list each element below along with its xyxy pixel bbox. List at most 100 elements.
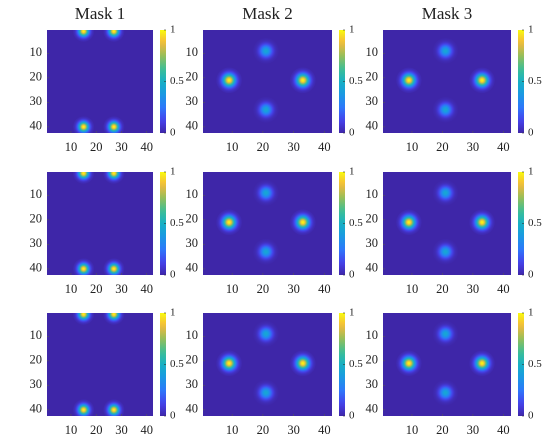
x-tick-label: 10	[226, 282, 239, 296]
y-tick-label: 40	[186, 402, 199, 416]
x-tick-label: 20	[90, 140, 103, 154]
x-tick-label: 20	[436, 282, 449, 296]
x-tick-label: 10	[65, 282, 78, 296]
heat-spot	[432, 238, 459, 265]
x-tick-label: 20	[257, 423, 270, 437]
y-tick-label: 10	[366, 45, 379, 59]
x-tick-label: 10	[226, 140, 239, 154]
plot-background	[47, 172, 153, 275]
plot-background	[47, 30, 153, 133]
heatmap-layer	[72, 313, 125, 416]
heat-spot	[432, 38, 459, 64]
y-tick-label: 10	[186, 187, 199, 201]
x-tick-label: 10	[406, 140, 419, 154]
colorbar-tick-label: 1	[349, 166, 355, 178]
heat-spot	[103, 258, 125, 275]
y-tick-label: 40	[30, 119, 43, 133]
colorbar-tick-label: 1	[528, 166, 534, 178]
x-tick-label: 30	[467, 140, 480, 154]
y-tick-label: 30	[30, 94, 43, 108]
heat-spot	[289, 350, 316, 377]
x-tick-label: 30	[287, 140, 300, 154]
colorbar-tick-label: 0	[528, 410, 534, 422]
colorbar	[160, 172, 166, 275]
y-tick-label: 40	[30, 402, 43, 416]
x-tick-label: 40	[318, 423, 331, 437]
y-tick-label: 20	[186, 353, 199, 367]
heat-spot	[396, 209, 422, 236]
y-tick-label: 20	[30, 353, 43, 367]
colorbar-tick-label: 1	[528, 24, 534, 36]
x-tick-label: 30	[115, 423, 128, 437]
x-tick-label: 10	[406, 282, 419, 296]
y-tick-label: 10	[186, 45, 199, 59]
x-tick-label: 40	[318, 140, 331, 154]
heatmap-layer	[396, 180, 495, 265]
colorbar-tick-label: 1	[170, 307, 176, 319]
x-tick-label: 20	[436, 140, 449, 154]
x-tick-label: 30	[287, 282, 300, 296]
heat-spot	[253, 379, 279, 406]
x-tick-label: 20	[90, 282, 103, 296]
x-tick-label: 20	[436, 423, 449, 437]
heat-spot	[253, 238, 279, 265]
colorbar	[160, 313, 166, 416]
heat-spot	[253, 96, 279, 123]
colorbar-tick-label: 0.5	[528, 217, 542, 229]
colorbar	[339, 172, 345, 275]
x-tick-label: 40	[497, 423, 510, 437]
heatmap-layer	[396, 321, 495, 406]
heatmap-layer	[72, 172, 125, 275]
colorbar-tick-label: 0.5	[528, 358, 542, 370]
colorbar	[339, 313, 345, 416]
colorbar-tick-label: 1	[528, 307, 534, 319]
y-tick-label: 20	[186, 70, 199, 84]
y-tick-label: 20	[30, 70, 43, 84]
heat-spot	[253, 179, 279, 206]
colorbar	[160, 30, 166, 133]
y-tick-label: 30	[366, 236, 379, 250]
heat-spot	[432, 321, 459, 347]
y-tick-label: 30	[366, 377, 379, 391]
y-tick-label: 20	[366, 212, 379, 226]
y-tick-label: 20	[30, 212, 43, 226]
colorbar-tick-label: 0.5	[170, 75, 184, 87]
x-tick-label: 10	[226, 423, 239, 437]
y-tick-label: 20	[366, 353, 379, 367]
heat-spot	[216, 67, 243, 94]
heat-spot	[469, 350, 495, 377]
x-tick-label: 10	[65, 423, 78, 437]
heat-spot	[103, 313, 125, 325]
colorbar-tick-label: 0	[528, 269, 534, 281]
heatmap-layer	[216, 320, 316, 406]
colorbar	[518, 172, 524, 275]
heat-spot	[216, 350, 243, 377]
y-tick-label: 30	[30, 377, 43, 391]
x-tick-label: 30	[467, 423, 480, 437]
x-tick-label: 10	[406, 423, 419, 437]
heat-spot	[253, 37, 279, 64]
x-tick-label: 40	[140, 140, 153, 154]
y-tick-label: 20	[366, 70, 379, 84]
colorbar-tick-label: 1	[170, 166, 176, 178]
y-tick-label: 10	[366, 328, 379, 342]
colorbar-tick-label: 0.5	[170, 217, 184, 229]
heat-spot	[396, 67, 422, 94]
y-tick-label: 40	[186, 119, 199, 133]
heat-spot	[72, 116, 95, 133]
colorbar-tick-label: 0.5	[528, 75, 542, 87]
y-tick-label: 20	[186, 212, 199, 226]
plot-background	[47, 313, 153, 416]
heat-spot	[72, 399, 95, 416]
colorbar-tick-label: 0.5	[349, 75, 363, 87]
heat-spot	[103, 399, 125, 416]
heat-spot	[253, 320, 279, 347]
heat-spot	[396, 350, 422, 377]
y-tick-label: 30	[186, 236, 199, 250]
y-tick-label: 40	[366, 119, 379, 133]
y-tick-label: 30	[30, 236, 43, 250]
heat-spot	[432, 96, 459, 123]
colorbar-tick-label: 0.5	[349, 217, 363, 229]
y-tick-label: 40	[186, 261, 199, 275]
